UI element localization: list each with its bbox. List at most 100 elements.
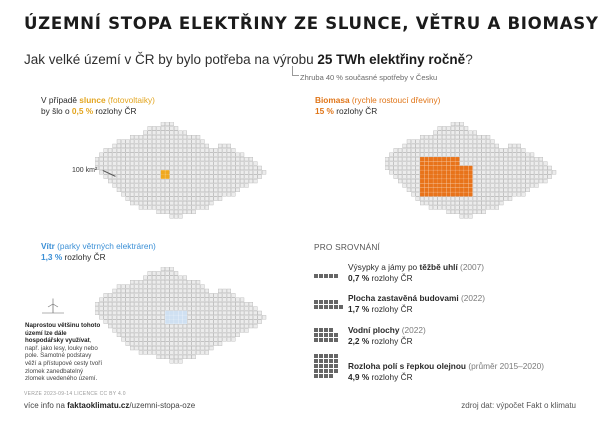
biomass-map-cell [485,183,491,188]
solar-map-cell [169,157,174,162]
biomass-map-cell [406,161,411,166]
buildings-label-bold: Plocha zastavěná budovami [348,293,459,303]
solar-map-cell [191,152,196,157]
biomass-map-cell [521,174,526,179]
wind-map-cell [235,297,240,302]
biomass-map-cell [507,157,513,162]
solar-map-cell [156,157,161,162]
biomass-map-cell [529,170,535,175]
wind-map-highlight-cell [182,319,187,324]
wind-map-cell [191,354,196,359]
biomass-map-cell [481,157,486,162]
biomass-map-cell [415,174,420,179]
biomass-map-cell [455,196,460,201]
biomass-map-highlight-cell [468,165,473,170]
solar-map-cell [160,130,165,135]
wind-map-cell [226,332,231,337]
biomass-map-cell [468,161,473,166]
wind-map-cell [182,302,187,307]
biomass-map-cell [543,170,548,175]
biomass-map-cell [503,170,508,175]
solar-map-cell [231,152,236,157]
solar-map-cell [138,192,143,197]
solar-map-cell [182,165,187,170]
wind-map-cell [121,328,126,333]
solar-map-cell [182,157,187,162]
wind-map-cell [152,324,157,329]
solar-map-cell [235,152,240,157]
wind-map-cell [200,288,205,293]
wind-map-cell [160,350,165,355]
wind-map-cell [169,332,174,337]
solar-map-cell [138,170,143,175]
solar-map-cell [165,130,170,135]
solar-map-cell [156,152,161,157]
solar-map-cell [152,170,157,175]
solar-map-cell [125,143,130,148]
water-label: Vodní plochy (2022) [348,325,426,336]
solar-map-cell [125,170,130,175]
biomass-map-cell [490,143,495,148]
solar-map-cell [143,196,148,201]
biomass-map-cell [534,170,539,175]
wind-map-cell [143,284,148,289]
solar-map-cell [213,157,218,162]
solar-map-cell [182,200,187,206]
wind-map-cell [112,328,117,333]
wind-map-cell [95,310,99,315]
wind-map-cell [160,310,165,315]
solar-map-cell [182,148,187,153]
biomass-map-highlight-cell [428,170,433,175]
solar-map-cell [173,174,179,179]
wind-map-cell [178,337,183,342]
solar-map-cell [121,148,126,153]
wind-map-cell [222,306,227,311]
solar-map-cell [182,134,187,140]
wind-map-cell [134,288,139,293]
solar-map-cell [112,157,117,162]
wind-map-cell [178,332,183,337]
solar-map-cell [191,187,196,192]
biomass-map-cell [485,192,491,197]
solar-map-cell [152,187,157,192]
coal-label-text: Výsypky a jámy po [348,262,420,272]
wind-map-cell [244,319,249,324]
solar-map-cell [217,192,223,197]
solar-map-cell [116,152,121,157]
solar-map-cell [191,174,196,179]
solar-map-cell [134,179,139,184]
more-info-link[interactable]: faktaoklimatu.cz [67,401,130,410]
solar-map-cell [156,174,161,179]
biomass-map-cell [490,200,495,206]
wind-map-cell [107,293,113,298]
solar-map-cell [147,174,152,179]
biomass-map-cell [529,152,535,157]
solar-map-cell [235,179,240,184]
wind-map-cell [244,315,249,320]
biomass-map-cell [529,183,535,188]
wind-map-cell [160,341,165,346]
biomass-map-highlight-cell [463,187,469,192]
solar-map-cell [99,165,104,170]
wind-map-cell [173,275,179,280]
more-info-path[interactable]: /uzemni-stopa-oze [129,401,196,410]
solar-map-cell [147,143,152,148]
biomass-map-highlight-cell [468,183,473,188]
coal-label: Výsypky a jámy po těžbě uhlí (2007) [348,262,484,273]
solar-map-cell [125,196,130,201]
biomass-map-cell [437,148,442,153]
wind-map-cell [169,279,174,285]
biomass-map-highlight-cell [420,192,425,197]
wind-map-cell [200,324,205,329]
wind-map-cell [156,288,161,293]
solar-map-cell [112,179,117,184]
wind-map-cell [134,337,139,342]
wind-map-cell [121,315,126,320]
solar-map-cell [226,174,231,179]
wind-map-cell [125,341,130,346]
solar-map-cell [160,161,165,166]
biomass-map-cell [503,161,508,166]
biomass-map-cell [507,179,513,184]
biomass-map-cell [433,130,438,135]
biomass-map-cell [433,205,438,210]
